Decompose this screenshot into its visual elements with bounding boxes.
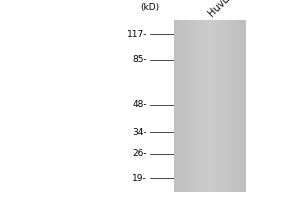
Bar xyxy=(174,20,246,192)
Text: 117-: 117- xyxy=(127,30,147,39)
Text: 85-: 85- xyxy=(132,55,147,64)
Text: HuvEc: HuvEc xyxy=(206,0,235,18)
Text: 19-: 19- xyxy=(132,174,147,183)
Text: (kD): (kD) xyxy=(140,3,160,12)
Bar xyxy=(174,127,246,137)
Text: 48-: 48- xyxy=(132,100,147,109)
Text: 26-: 26- xyxy=(132,149,147,158)
Text: 34-: 34- xyxy=(132,128,147,137)
